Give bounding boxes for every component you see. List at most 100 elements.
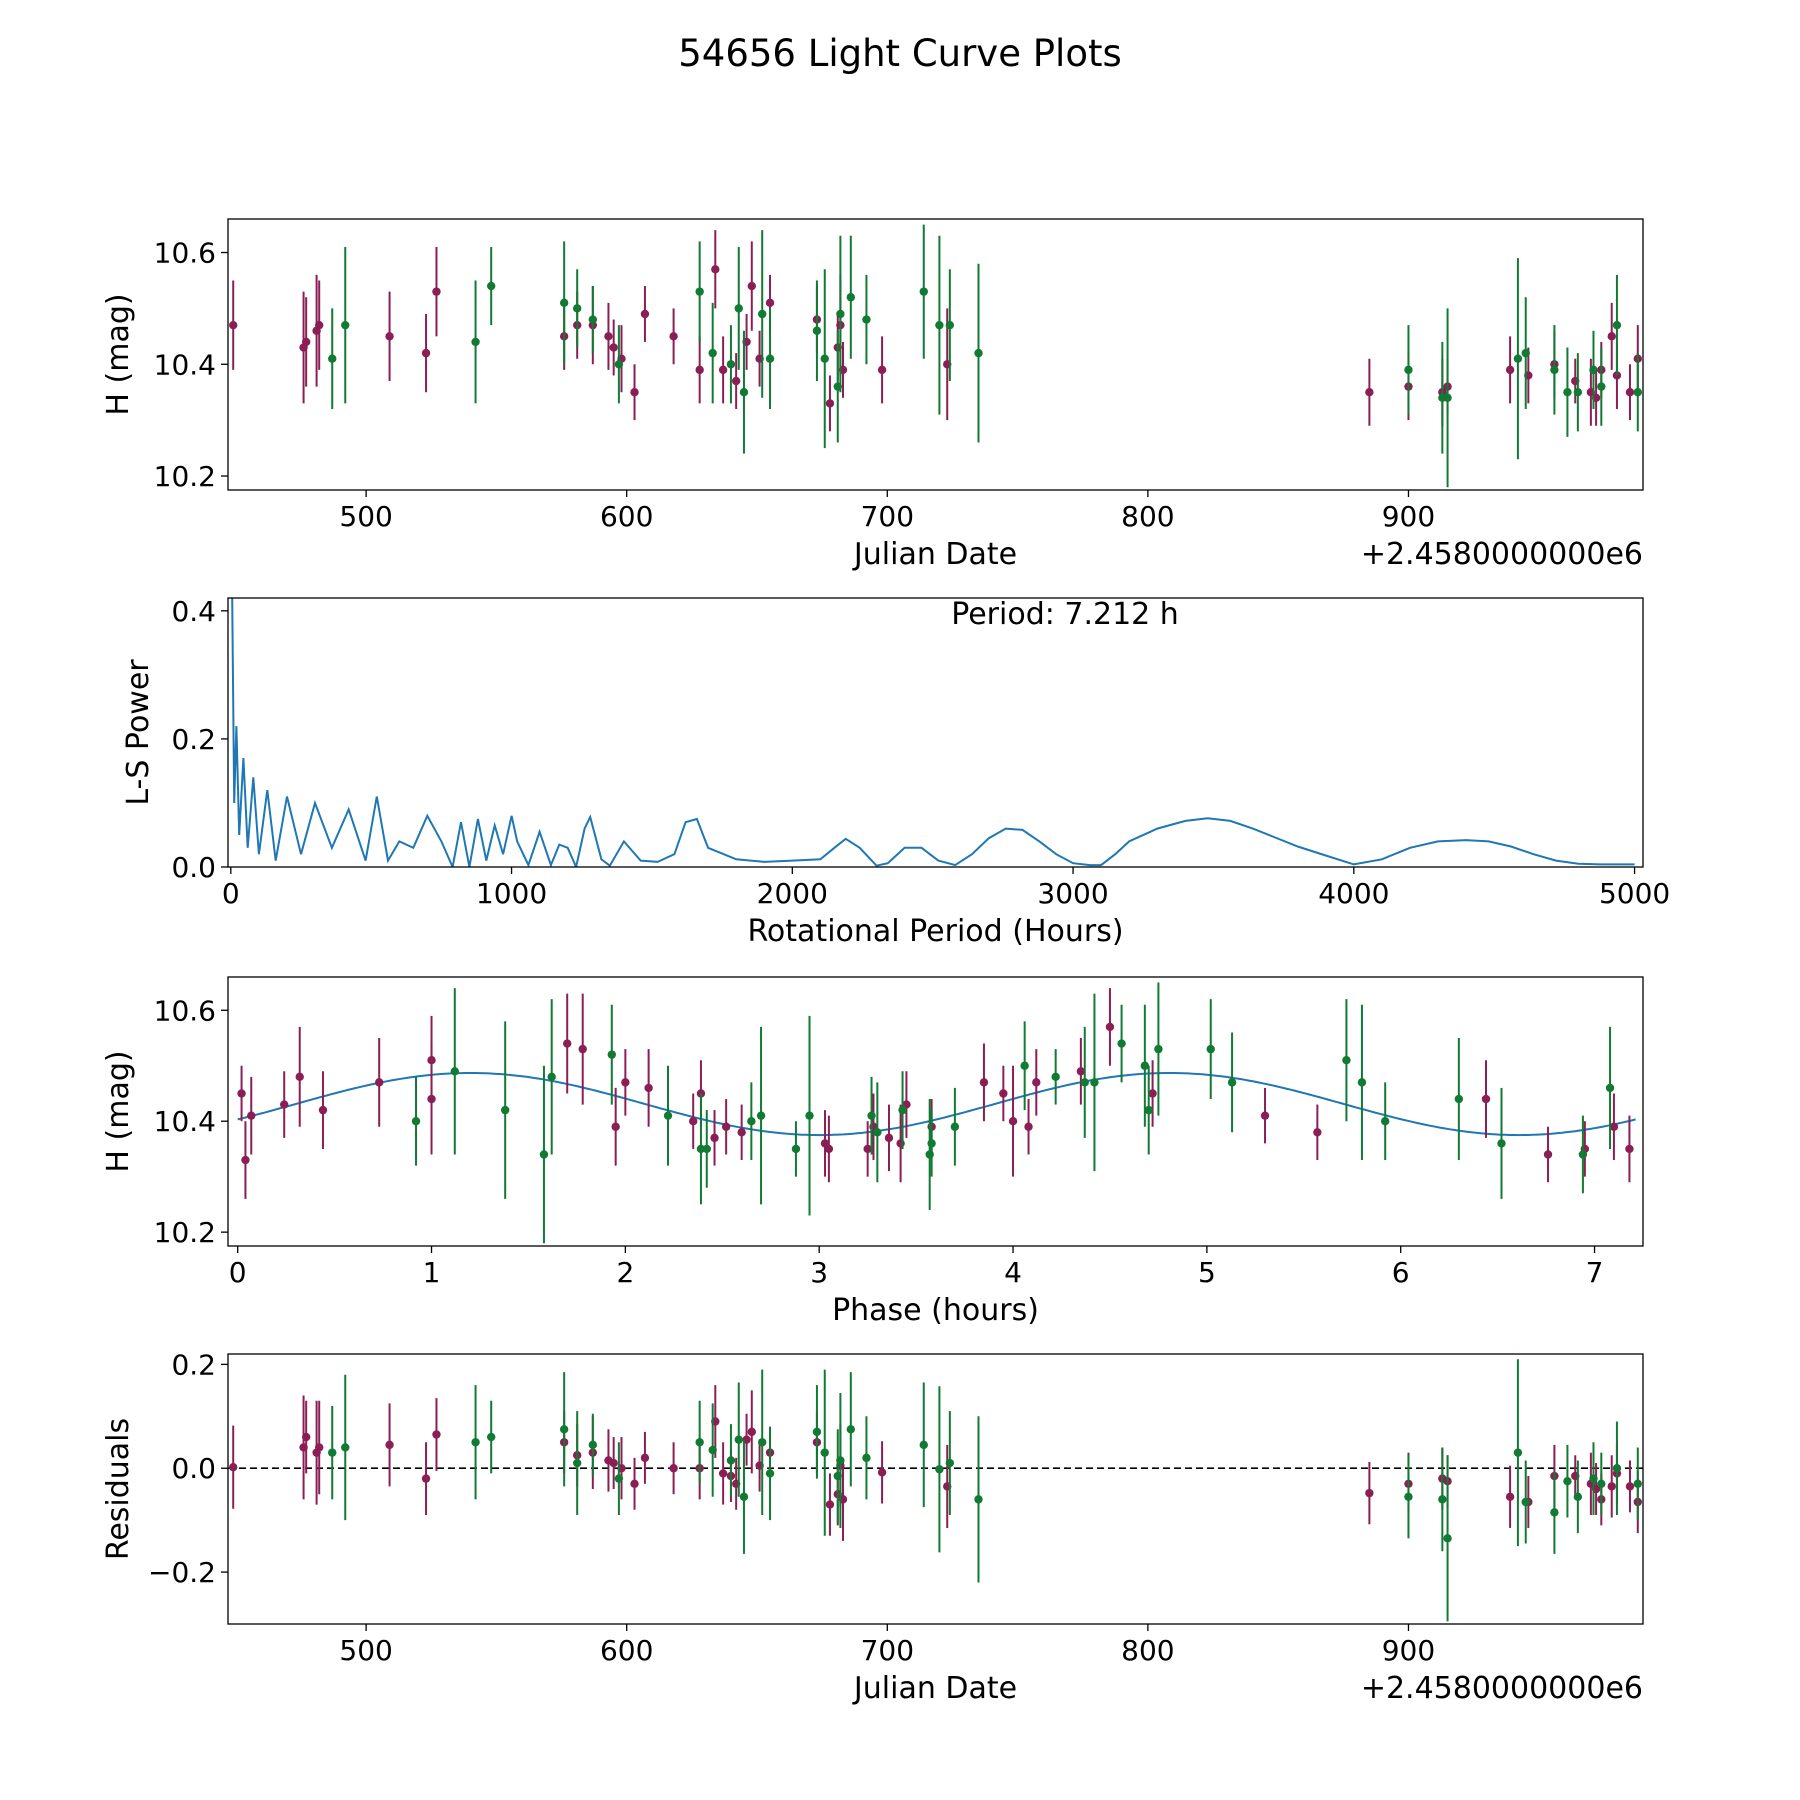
- data-point: [328, 1448, 337, 1457]
- data-point: [812, 1427, 822, 1437]
- period-annotation: Period: 7.212 h: [951, 597, 1179, 632]
- data-point: [1612, 320, 1622, 330]
- periodogram-data: [231, 598, 1635, 867]
- data-point: [609, 343, 618, 352]
- data-point: [1589, 365, 1598, 375]
- data-point: [229, 320, 238, 330]
- y-axis-label: H (mag): [101, 1050, 136, 1172]
- x-tick-label: 6: [1392, 1256, 1410, 1289]
- data-point: [301, 337, 311, 347]
- data-point: [1505, 1492, 1515, 1501]
- data-point: [547, 1072, 556, 1082]
- data-point: [824, 1144, 834, 1154]
- data-point: [1578, 1150, 1588, 1159]
- data-point: [1597, 382, 1606, 391]
- data-point: [791, 1144, 801, 1154]
- data-point: [1117, 1039, 1126, 1048]
- data-point: [1032, 1078, 1041, 1087]
- data-point: [689, 1117, 698, 1126]
- data-point: [669, 1464, 678, 1473]
- data-point: [812, 326, 822, 335]
- data-point: [341, 1443, 350, 1452]
- data-point: [862, 315, 871, 324]
- data-point: [758, 309, 767, 319]
- data-point: [621, 1078, 630, 1087]
- data-point: [739, 1492, 749, 1501]
- data-point: [614, 1474, 624, 1483]
- x-tick-label: 600: [600, 500, 653, 533]
- data-point: [999, 1089, 1008, 1098]
- data-point: [935, 320, 944, 330]
- data-point: [588, 315, 598, 324]
- data-point: [1550, 1508, 1559, 1517]
- data-point: [1008, 1117, 1018, 1126]
- data-point: [726, 1456, 736, 1465]
- data-point: [846, 1425, 856, 1434]
- periodogram-panel: 0 1000 2000 3000 4000 5000 0.0 0.2 0.4 Rotational…: [121, 595, 1670, 949]
- data-point: [877, 1468, 887, 1477]
- x-axis-label: Julian Date: [852, 1671, 1017, 1706]
- data-point: [708, 348, 717, 358]
- y-tick-label: 0.0: [171, 851, 216, 884]
- residuals-frame: [227, 1353, 1644, 1625]
- y-axis-label: L-S Power: [121, 659, 156, 806]
- data-point: [1443, 1534, 1452, 1543]
- data-point: [247, 1111, 256, 1120]
- data-point: [1080, 1078, 1089, 1087]
- data-point: [862, 1453, 871, 1463]
- data-point: [1105, 1022, 1115, 1032]
- data-point: [1607, 332, 1616, 341]
- x-tick-label: 4000: [1318, 877, 1389, 910]
- data-point: [421, 348, 431, 358]
- data-point: [884, 1133, 894, 1143]
- data-point: [1144, 1105, 1153, 1115]
- y-axis-label: Residuals: [101, 1418, 136, 1560]
- y-tick-label: 0.4: [171, 595, 216, 628]
- x-tick-label: 600: [600, 1634, 653, 1667]
- data-point: [825, 1500, 835, 1509]
- data-point: [718, 365, 728, 375]
- x-tick-label: 0: [229, 1256, 247, 1289]
- series-purple: [229, 1385, 1642, 1541]
- x-axis-label: Rotational Period (Hours): [747, 914, 1123, 949]
- data-point: [237, 1089, 246, 1098]
- x-tick-label: 4: [1004, 1256, 1022, 1289]
- data-point: [432, 1430, 441, 1439]
- data-point: [737, 1128, 746, 1137]
- x-axis-label: Julian Date: [852, 537, 1017, 572]
- data-point: [1404, 365, 1413, 375]
- data-point: [450, 1067, 459, 1076]
- data-point: [1513, 354, 1523, 363]
- data-point: [1227, 1078, 1237, 1087]
- data-point: [820, 1448, 829, 1457]
- data-point: [979, 1078, 989, 1087]
- x-tick-label: 700: [861, 1634, 914, 1667]
- data-point: [486, 1432, 496, 1442]
- x-tick-label: 2: [616, 1256, 634, 1289]
- data-point: [758, 1438, 767, 1447]
- data-point: [644, 1083, 653, 1093]
- data-point: [1513, 1448, 1523, 1457]
- data-point: [718, 1469, 728, 1478]
- data-point: [1076, 1067, 1086, 1076]
- data-point: [825, 399, 835, 408]
- figure-title: 54656 Light Curve Plots: [678, 32, 1122, 75]
- data-point: [765, 354, 775, 363]
- data-point: [614, 360, 624, 369]
- x-tick-label: 1000: [476, 877, 547, 910]
- data-point: [486, 281, 496, 291]
- data-point: [1597, 1479, 1606, 1489]
- data-point: [927, 1139, 936, 1148]
- data-point: [1404, 1492, 1413, 1501]
- data-point: [974, 1495, 983, 1504]
- data-point: [1607, 1482, 1616, 1491]
- data-point: [578, 1044, 587, 1054]
- data-point: [1342, 1055, 1351, 1065]
- data-point: [385, 1440, 394, 1450]
- data-point: [945, 1458, 955, 1468]
- data-point: [919, 287, 928, 296]
- y-tick-label: 0.2: [171, 1348, 216, 1381]
- data-point: [950, 1122, 960, 1131]
- data-point: [1563, 388, 1572, 397]
